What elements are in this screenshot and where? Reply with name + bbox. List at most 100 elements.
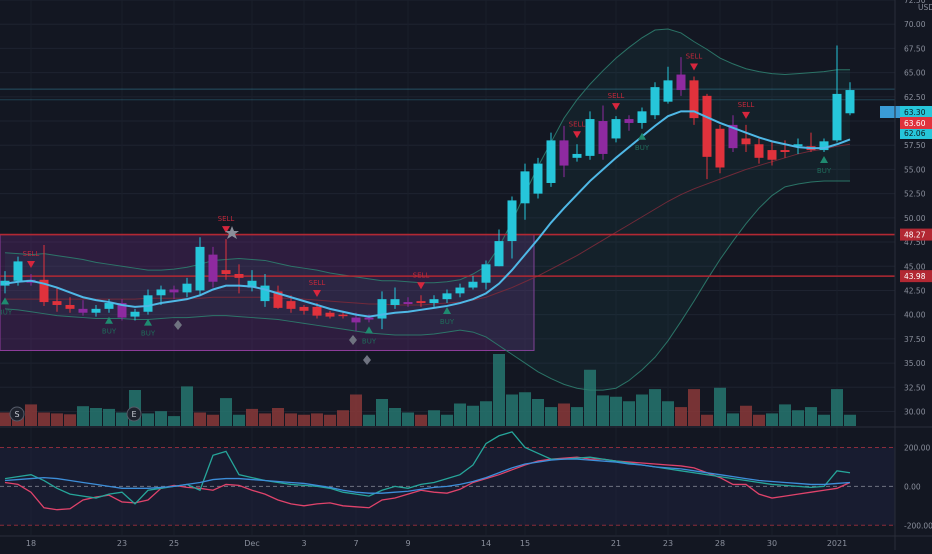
level-price-tag (900, 270, 932, 283)
candle-body[interactable] (78, 308, 88, 313)
candle-body[interactable] (832, 93, 842, 141)
buy-signal-icon (144, 318, 152, 326)
candle-body[interactable] (780, 150, 790, 153)
price-tag-label: 63.60 (904, 119, 926, 128)
candle-body[interactable] (663, 80, 673, 102)
price-tick-label: 67.50 (904, 44, 926, 53)
candle-body[interactable] (689, 80, 699, 119)
price-tick-label: 37.50 (904, 335, 926, 344)
candle-body[interactable] (182, 283, 192, 293)
candle-body[interactable] (702, 95, 712, 157)
candle-body[interactable] (754, 144, 764, 158)
volume-bar (415, 414, 427, 426)
volume-bar (25, 404, 37, 426)
candle-body[interactable] (234, 273, 244, 278)
candle-body[interactable] (494, 241, 504, 267)
candle-body[interactable] (403, 302, 413, 305)
sell-signal-label: SELL (309, 279, 326, 287)
candle-body[interactable] (65, 304, 75, 309)
candle-body[interactable] (455, 287, 465, 294)
volume-bar (324, 414, 336, 426)
candle-body[interactable] (715, 128, 725, 168)
candle-body[interactable] (585, 119, 595, 156)
candle-body[interactable] (312, 306, 322, 316)
candle-body[interactable] (195, 246, 205, 291)
volume-bar (246, 408, 258, 426)
price-tick-label: 40.00 (904, 311, 926, 320)
candle-body[interactable] (520, 171, 530, 204)
buy-signal-label: BUY (817, 167, 832, 175)
candle-body[interactable] (338, 314, 348, 317)
volume-bar (818, 414, 830, 426)
candle-body[interactable] (364, 317, 374, 320)
session-marker-icon[interactable] (9, 406, 25, 422)
candle-body[interactable] (442, 293, 452, 300)
candle-body[interactable] (52, 301, 62, 305)
candle-body[interactable] (429, 299, 439, 304)
session-marker-icon[interactable] (126, 406, 142, 422)
candle-body[interactable] (104, 303, 114, 309)
candle-body[interactable] (221, 270, 231, 274)
candle-body[interactable] (819, 141, 829, 151)
candle-body[interactable] (533, 163, 543, 194)
session-marker-label: S (14, 410, 19, 419)
candle-body[interactable] (468, 281, 478, 288)
candle-body[interactable] (156, 289, 166, 296)
candle-body[interactable] (130, 311, 140, 317)
candle-body[interactable] (650, 87, 660, 116)
diamond-icon (363, 355, 371, 365)
candle-body[interactable] (546, 140, 556, 183)
candle-body[interactable] (247, 280, 257, 288)
candle-body[interactable] (572, 153, 582, 158)
level-price-tag-label: 43.98 (904, 272, 926, 281)
candle-body[interactable] (117, 303, 127, 318)
sell-signal-label: SELL (413, 271, 430, 279)
buy-signal-label: BUY (440, 318, 455, 326)
price-tag-label: 63.30 (904, 108, 926, 117)
volume-bar (0, 412, 11, 426)
level-price-tag-label: 48.27 (904, 231, 926, 240)
volume-bar (714, 387, 726, 426)
volume-bar (740, 405, 752, 426)
candle-body[interactable] (91, 308, 101, 313)
volume-bar (701, 414, 713, 426)
candle-body[interactable] (637, 111, 647, 123)
candle-body[interactable] (598, 121, 608, 154)
candle-body[interactable] (39, 279, 49, 303)
candle-body[interactable] (767, 150, 777, 160)
candle-body[interactable] (260, 285, 270, 302)
candle-body[interactable] (559, 140, 569, 166)
candle-body[interactable] (299, 306, 309, 311)
sell-signal-icon (27, 260, 35, 268)
candle-body[interactable] (793, 144, 803, 147)
candle-body[interactable] (728, 124, 738, 149)
candle-body[interactable] (273, 291, 283, 308)
candle-body[interactable] (741, 138, 751, 145)
volume-bar (662, 401, 674, 426)
candle-body[interactable] (169, 289, 179, 293)
candle-body[interactable] (611, 119, 621, 139)
candle-body[interactable] (845, 90, 855, 114)
price-tick-label: 52.50 (904, 190, 926, 199)
candle-body[interactable] (208, 254, 218, 282)
candle-body[interactable] (143, 295, 153, 312)
candle-body[interactable] (481, 264, 491, 283)
price-tick-label: 47.50 (904, 238, 926, 247)
candle-body[interactable] (286, 301, 296, 309)
time-tick-label: 21 (611, 539, 621, 548)
volume-bar (181, 386, 193, 426)
candle-body[interactable] (507, 200, 517, 242)
candle-body[interactable] (13, 261, 23, 281)
volume-bar (363, 414, 375, 426)
candle-body[interactable] (377, 299, 387, 319)
candle-body[interactable] (416, 301, 426, 304)
candle-body[interactable] (676, 74, 686, 91)
candle-body[interactable] (390, 299, 400, 305)
candle-body[interactable] (325, 312, 335, 317)
volume-bar (558, 403, 570, 426)
volume-bar (155, 411, 167, 426)
candle-body[interactable] (351, 317, 361, 323)
candle-body[interactable] (624, 119, 634, 123)
